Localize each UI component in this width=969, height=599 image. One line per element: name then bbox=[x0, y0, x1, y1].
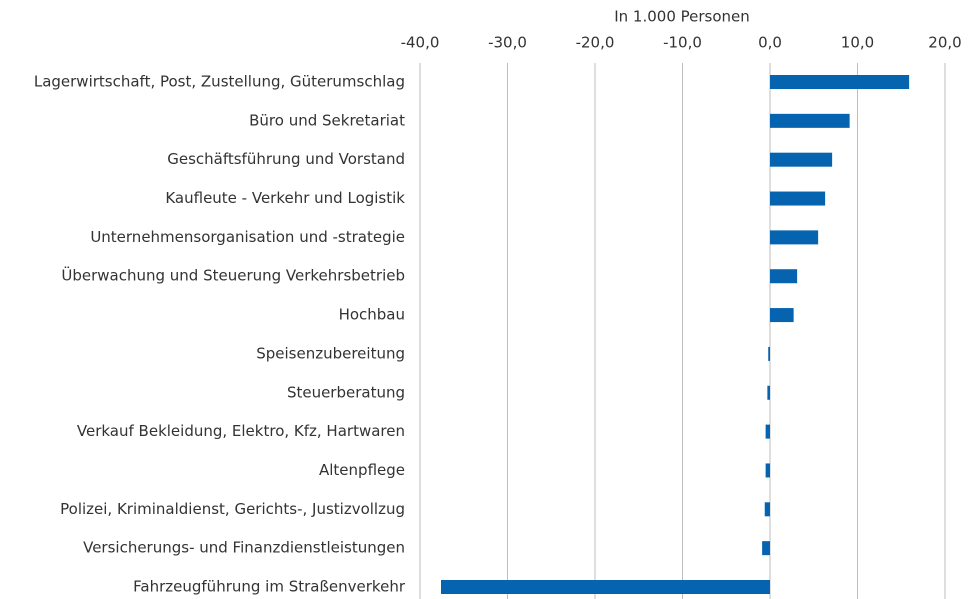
bar bbox=[770, 308, 794, 323]
y-tick-label: Hochbau bbox=[339, 306, 405, 324]
x-tick-label: -40,0 bbox=[401, 34, 440, 52]
y-tick-label: Polizei, Kriminaldienst, Gerichts-, Just… bbox=[60, 500, 405, 518]
y-tick-label: Speisenzubereitung bbox=[256, 344, 405, 362]
x-tick-label: -10,0 bbox=[663, 34, 702, 52]
bar bbox=[770, 75, 910, 89]
y-tick-label: Lagerwirtschaft, Post, Zustellung, Güter… bbox=[34, 73, 405, 91]
bar bbox=[441, 580, 770, 594]
bar bbox=[764, 502, 770, 517]
bar bbox=[770, 230, 819, 245]
x-tick-label: -20,0 bbox=[576, 34, 615, 52]
x-tick-label: -30,0 bbox=[488, 34, 527, 52]
y-tick-label: Steuerberatung bbox=[287, 383, 405, 401]
y-tick-label: Verkauf Bekleidung, Elektro, Kfz, Hartwa… bbox=[77, 422, 405, 440]
bar bbox=[767, 385, 770, 400]
y-tick-label: Unternehmensorganisation und -strategie bbox=[90, 228, 405, 246]
x-tick-label: 20,0 bbox=[928, 34, 961, 52]
y-tick-label: Versicherungs- und Finanzdienstleistunge… bbox=[83, 539, 405, 557]
bar bbox=[770, 269, 798, 284]
bar bbox=[770, 113, 850, 128]
y-tick-label: Überwachung und Steuerung Verkehrsbetrie… bbox=[61, 266, 405, 285]
bar bbox=[770, 152, 833, 167]
y-tick-label: Büro und Sekretariat bbox=[249, 111, 405, 129]
bar bbox=[765, 424, 770, 439]
bar bbox=[765, 463, 770, 478]
axis-title: In 1.000 Personen bbox=[614, 8, 750, 26]
x-tick-label: 0,0 bbox=[758, 34, 782, 52]
y-tick-label: Fahrzeugführung im Straßenverkehr bbox=[133, 578, 406, 596]
x-tick-label: 10,0 bbox=[841, 34, 874, 52]
y-tick-label: Geschäftsführung und Vorstand bbox=[167, 150, 405, 168]
bar bbox=[768, 346, 770, 361]
y-tick-label: Altenpflege bbox=[319, 461, 405, 479]
bar bbox=[762, 541, 770, 556]
bar bbox=[770, 191, 826, 206]
y-tick-label: Kaufleute - Verkehr und Logistik bbox=[165, 189, 405, 207]
